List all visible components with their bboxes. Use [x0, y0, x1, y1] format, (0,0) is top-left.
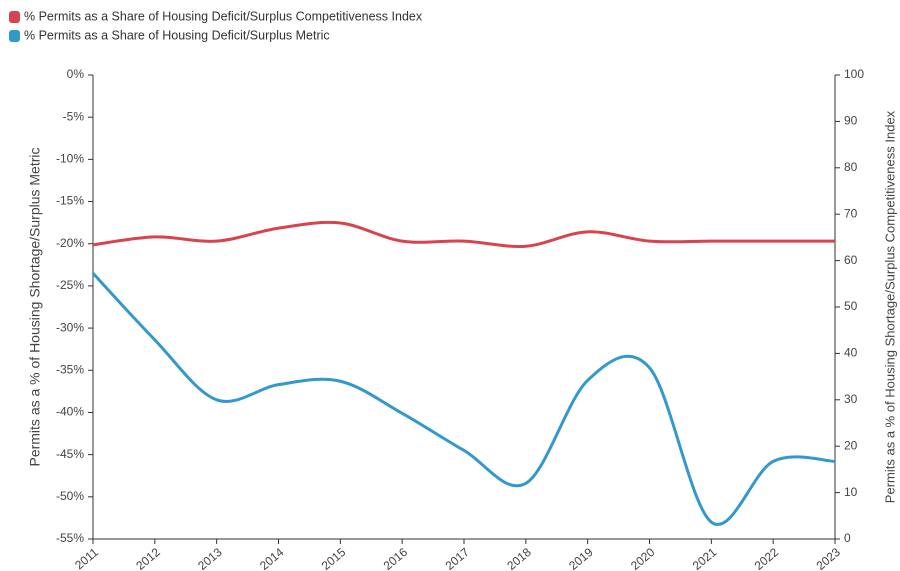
x-tick-label: 2019 [566, 545, 596, 571]
y-tick-label: -50% [56, 489, 84, 503]
y-tick-label: -45% [56, 447, 84, 461]
x-tick-label: 2015 [319, 545, 349, 571]
x-tick-label: 2011 [72, 545, 101, 571]
x-tick-label: 2017 [443, 545, 473, 571]
y2-tick-label: 90 [844, 114, 858, 128]
y-tick-label: 0% [67, 67, 85, 81]
y2-tick-label: 100 [844, 67, 864, 81]
y2-tick-label: 50 [844, 299, 858, 313]
x-tick-label: 2016 [381, 545, 411, 571]
x-tick-label: 2013 [195, 545, 225, 571]
y2-tick-label: 60 [844, 253, 858, 267]
series-line [91, 272, 836, 526]
x-tick-label: 2018 [504, 545, 534, 571]
y2-tick-label: 80 [844, 160, 858, 174]
y-tick-label: -35% [56, 362, 84, 376]
y2-tick-label: 0 [844, 531, 851, 545]
x-tick-label: 2014 [257, 545, 287, 571]
y-tick-label: -40% [56, 405, 84, 419]
y2-tick-label: 40 [844, 346, 858, 360]
y2-tick-label: 70 [844, 206, 858, 220]
x-tick-label: 2020 [628, 545, 658, 571]
x-tick-label: 2023 [814, 545, 844, 571]
y2-axis-title: Permits as a % of Housing Shortage/Surpl… [882, 110, 897, 503]
x-tick-label: 2012 [133, 545, 163, 571]
legend-text: % Permits as a Share of Housing Deficit/… [24, 9, 423, 23]
y-axis-title: Permits as a % of Housing Shortage/Surpl… [27, 147, 43, 466]
legend-marker [9, 11, 20, 23]
y-tick-label: -5% [63, 109, 85, 123]
series-line [92, 220, 835, 248]
x-tick-label: 2021 [690, 545, 720, 571]
y-tick-label: -20% [56, 236, 84, 250]
x-tick-label: 2022 [752, 545, 782, 571]
y2-tick-label: 10 [844, 485, 858, 499]
y-tick-label: -55% [56, 531, 84, 545]
legend-marker [9, 30, 20, 42]
y2-tick-label: 20 [844, 438, 858, 452]
y-tick-label: -30% [56, 320, 84, 334]
y-tick-label: -15% [56, 194, 84, 208]
y-tick-label: -25% [56, 278, 84, 292]
legend-text: % Permits as a Share of Housing Deficit/… [24, 28, 330, 42]
y-tick-label: -10% [56, 152, 84, 166]
y2-tick-label: 30 [844, 392, 858, 406]
